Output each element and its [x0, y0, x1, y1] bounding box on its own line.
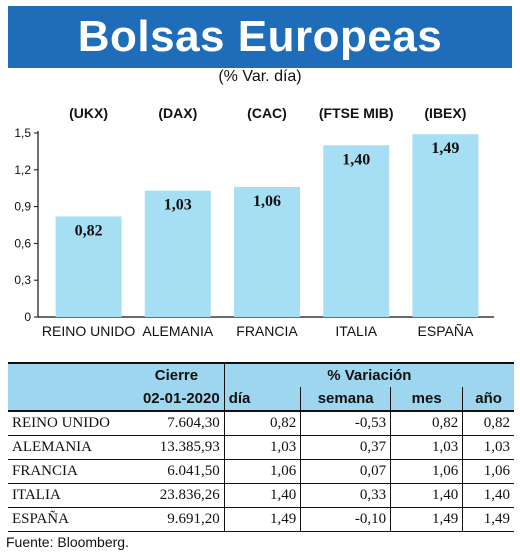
table-corner: [8, 362, 130, 387]
row-mes: 1,03: [390, 435, 463, 460]
table-row: REINO UNIDO 7.604,30 0,82 -0,53 0,82 0,82: [8, 411, 514, 436]
table-row: ESPAÑA 9.691,20 1,49 -0,10 1,49 1,49: [8, 507, 514, 532]
bar-value-label: 1,03: [164, 197, 192, 214]
index-label: (UKX): [69, 105, 108, 121]
row-name: FRANCIA: [8, 459, 130, 484]
row-dia: 1,49: [223, 507, 301, 532]
y-tick-label: 0,6: [14, 236, 31, 250]
category-label: REINO UNIDO: [42, 323, 135, 339]
row-semana: -0,53: [300, 411, 391, 436]
y-tick-label: 0,9: [14, 200, 31, 214]
row-name: REINO UNIDO: [8, 411, 130, 436]
header-date: 02-01-2020: [129, 387, 225, 412]
row-name: ESPAÑA: [8, 507, 130, 532]
row-ano: 1,03: [462, 435, 514, 460]
data-table: Cierre % Variación 02-01-2020 día semana…: [8, 362, 514, 532]
row-name: ALEMANIA: [8, 435, 130, 460]
row-mes: 1,49: [390, 507, 463, 532]
row-semana: 0,33: [300, 483, 391, 508]
row-ano: 1,40: [462, 483, 514, 508]
chart-subtitle: (% Var. día): [218, 68, 302, 85]
row-ano: 1,06: [462, 459, 514, 484]
row-ano: 0,82: [462, 411, 514, 436]
bar-value-label: 1,40: [342, 151, 370, 168]
row-semana: 0,07: [300, 459, 391, 484]
header-variacion: % Variación: [223, 362, 514, 387]
bar-chart: 0 0,3 0,6 0,9 1,2 1,5 0,82 (UKX) REINO UNIDO 1,03…: [14, 105, 494, 339]
row-cierre: 6.041,50: [129, 459, 225, 484]
bar-value-label: 1,06: [253, 193, 281, 210]
row-ano: 1,49: [462, 507, 514, 532]
row-mes: 1,06: [390, 459, 463, 484]
row-dia: 0,82: [223, 411, 301, 436]
y-tick-label: 1,5: [14, 126, 31, 140]
row-name: ITALIA: [8, 483, 130, 508]
index-label: (DAX): [158, 105, 197, 121]
header-ano: año: [462, 387, 514, 412]
table-corner-2: [8, 387, 130, 412]
category-label: ESPAÑA: [418, 323, 474, 339]
row-dia: 1,03: [223, 435, 301, 460]
header-mes: mes: [390, 387, 463, 412]
category-label: FRANCIA: [236, 323, 298, 339]
source-note: Fuente: Bloomberg.: [6, 534, 129, 550]
bar: [234, 186, 300, 317]
y-tick-label: 0: [24, 310, 31, 324]
row-mes: 1,40: [390, 483, 463, 508]
header-cierre: Cierre: [129, 362, 225, 387]
header-semana: semana: [300, 387, 391, 412]
row-cierre: 23.836,26: [129, 483, 225, 508]
table-row: ALEMANIA 13.385,93 1,03 0,37 1,03 1,03: [8, 435, 514, 460]
row-semana: 0,37: [300, 435, 391, 460]
row-mes: 0,82: [390, 411, 463, 436]
bar: [412, 134, 479, 317]
row-dia: 1,06: [223, 459, 301, 484]
y-tick-label: 1,2: [14, 163, 31, 177]
index-label: (CAC): [247, 105, 287, 121]
index-label: (IBEX): [424, 105, 466, 121]
table-row: FRANCIA 6.041,50 1,06 0,07 1,06 1,06: [8, 459, 514, 484]
bar: [144, 190, 211, 317]
bar: [323, 145, 390, 317]
row-dia: 1,40: [223, 483, 301, 508]
chart-title: Bolsas Europeas: [8, 6, 512, 68]
row-cierre: 13.385,93: [129, 435, 225, 460]
table-row: ITALIA 23.836,26 1,40 0,33 1,40 1,40: [8, 483, 514, 508]
index-label: (FTSE MIB): [319, 105, 394, 121]
category-label: ALEMANIA: [142, 323, 213, 339]
row-cierre: 9.691,20: [129, 507, 225, 532]
bar-value-label: 1,49: [431, 140, 459, 157]
row-semana: -0,10: [300, 507, 391, 532]
category-label: ITALIA: [335, 323, 377, 339]
y-tick-label: 0,3: [14, 273, 31, 287]
row-cierre: 7.604,30: [129, 411, 225, 436]
header-dia: día: [223, 387, 301, 412]
bar-value-label: 0,82: [75, 222, 103, 239]
bar: [55, 216, 122, 317]
